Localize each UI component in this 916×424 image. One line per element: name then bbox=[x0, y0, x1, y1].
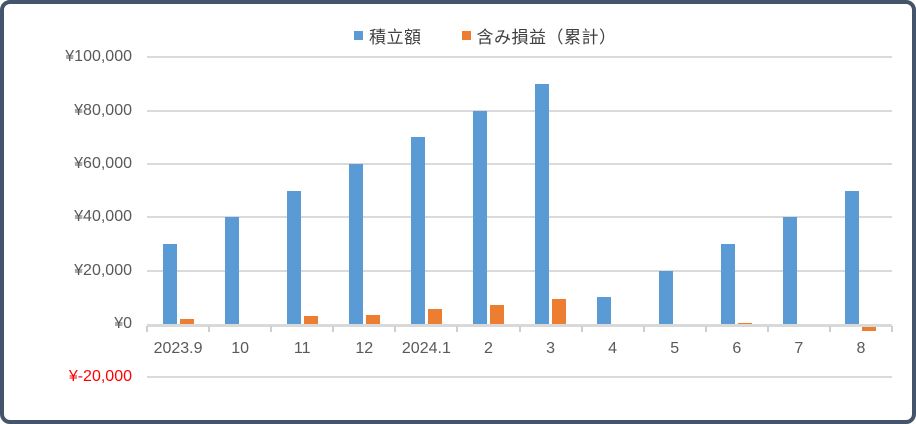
x-axis-label: 2 bbox=[484, 340, 493, 357]
x-axis-label: 10 bbox=[231, 340, 250, 357]
bar-tsumitategaku bbox=[597, 297, 612, 324]
bar-tsumitategaku bbox=[659, 270, 674, 324]
legend-swatch-blue-icon bbox=[354, 31, 363, 40]
x-axis-label: 4 bbox=[608, 340, 618, 357]
x-axis-label: 5 bbox=[670, 340, 680, 357]
axis-tick bbox=[394, 326, 397, 332]
grid-line bbox=[147, 376, 892, 379]
x-axis-label: 8 bbox=[856, 340, 866, 357]
grid-line bbox=[147, 269, 892, 272]
bar-tsumitategaku bbox=[348, 164, 363, 324]
x-axis-label: 2023.9 bbox=[153, 340, 203, 357]
bar-fukumi-soneki bbox=[179, 319, 194, 324]
bar-tsumitategaku bbox=[286, 190, 301, 324]
bar-tsumitategaku bbox=[410, 137, 425, 324]
bar-tsumitategaku bbox=[162, 244, 177, 324]
axis-tick bbox=[146, 326, 148, 332]
bar-fukumi-soneki bbox=[489, 305, 504, 324]
axis-tick bbox=[208, 326, 211, 332]
y-axis-label: ¥-20,000 bbox=[68, 368, 132, 386]
x-axis-label: 3 bbox=[546, 340, 555, 357]
axis-tick bbox=[704, 326, 707, 332]
chart-legend: 積立額 含み損益（累計） bbox=[354, 23, 617, 48]
y-axis-label: ¥40,000 bbox=[74, 208, 132, 226]
axis-tick bbox=[518, 326, 521, 332]
grid-line bbox=[147, 216, 892, 219]
bar-fukumi-soneki bbox=[303, 316, 318, 324]
bar-tsumitategaku bbox=[224, 217, 239, 324]
y-axis-label: ¥20,000 bbox=[74, 261, 132, 279]
bar-tsumitategaku bbox=[783, 217, 798, 324]
bar-fukumi-soneki bbox=[552, 298, 567, 324]
bar-fukumi-soneki bbox=[427, 309, 442, 324]
x-axis-label: 11 bbox=[293, 340, 311, 357]
axis-tick bbox=[766, 326, 769, 332]
legend-label-tsumitategaku: 積立額 bbox=[369, 28, 422, 47]
axis-tick bbox=[332, 326, 335, 332]
x-axis-label: 12 bbox=[355, 340, 374, 357]
bar-tsumitategaku bbox=[472, 110, 487, 324]
grid-line bbox=[147, 163, 892, 165]
y-axis-label: ¥80,000 bbox=[74, 101, 132, 119]
axis-tick bbox=[891, 326, 893, 332]
legend-item-fukumi-soneki: 含み損益（累計） bbox=[461, 23, 617, 48]
axis-tick bbox=[642, 326, 645, 332]
y-axis-label: ¥0 bbox=[114, 315, 132, 332]
bar-fukumi-soneki bbox=[738, 322, 753, 324]
x-axis-label: 7 bbox=[794, 340, 804, 357]
bar-fukumi-soneki bbox=[862, 327, 877, 331]
bar-tsumitategaku bbox=[535, 84, 550, 324]
legend-item-tsumitategaku: 積立額 bbox=[354, 23, 422, 48]
bar-tsumitategaku bbox=[721, 244, 736, 324]
y-axis-label: ¥60,000 bbox=[74, 155, 132, 172]
grid-line bbox=[147, 56, 892, 59]
grid-line bbox=[147, 109, 892, 112]
bar-tsumitategaku bbox=[845, 190, 860, 324]
axis-tick bbox=[580, 326, 583, 332]
y-axis-label: ¥100,000 bbox=[65, 48, 132, 66]
legend-swatch-orange-icon bbox=[461, 31, 471, 40]
bar-fukumi-soneki bbox=[365, 314, 380, 324]
legend-label-fukumi-soneki: 含み損益（累計） bbox=[476, 28, 617, 47]
x-axis-label: 2024.1 bbox=[401, 340, 451, 357]
x-axis-label: 6 bbox=[732, 340, 742, 357]
axis-tick bbox=[456, 326, 459, 332]
axis-tick bbox=[270, 326, 273, 332]
axis-tick bbox=[828, 326, 831, 332]
x-axis-line bbox=[147, 324, 892, 327]
